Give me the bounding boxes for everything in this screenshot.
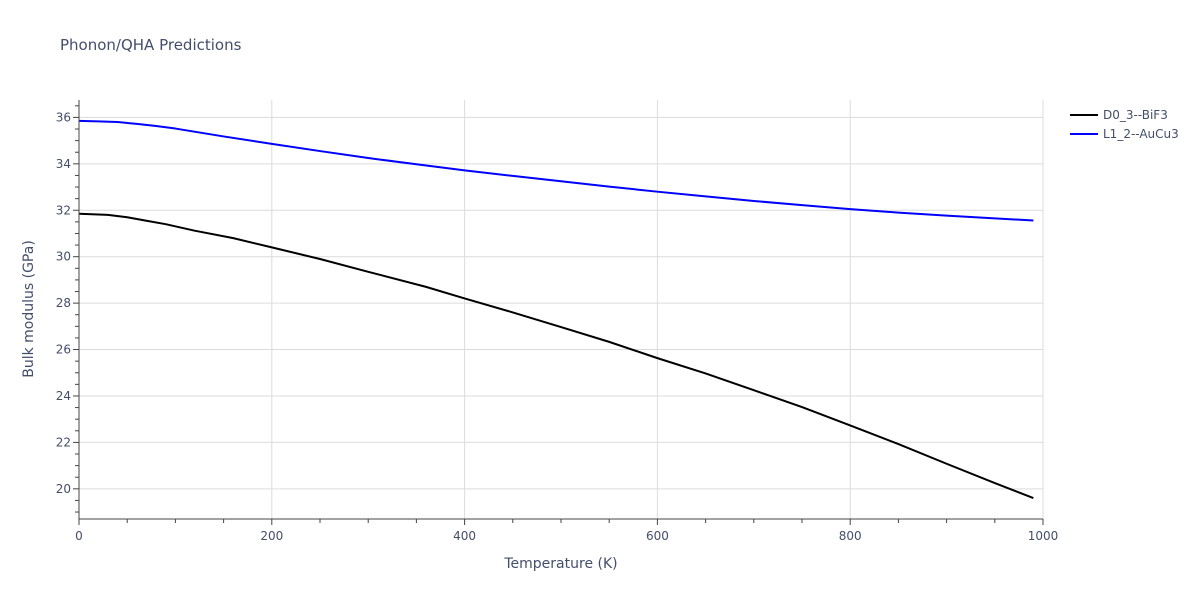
legend-label: D0_3--BiF3	[1103, 108, 1168, 122]
legend[interactable]: D0_3--BiF3 L1_2--AuCu3	[1070, 108, 1179, 141]
y-axis-title: Bulk modulus (GPa)	[21, 240, 37, 378]
series-line-2	[78, 119, 1034, 222]
y-tick-label: 20	[56, 482, 71, 496]
axes: 0 200 400 600 800 1000 20 22 24 26 28 30 32 34 36	[56, 100, 1059, 543]
series-line-1	[78, 212, 1034, 500]
plot-area	[78, 119, 1034, 500]
x-tick-label: 1000	[1028, 529, 1059, 543]
y-tick-label: 26	[56, 343, 71, 357]
x-tick-label: 400	[453, 529, 476, 543]
chart-title: Phonon/QHA Predictions	[60, 36, 242, 54]
y-tick-label: 22	[56, 435, 71, 449]
legend-item-2[interactable]: L1_2--AuCu3	[1070, 127, 1179, 141]
x-tick-label: 200	[260, 529, 283, 543]
x-tick-label: 600	[646, 529, 669, 543]
y-tick-label: 34	[56, 157, 71, 171]
x-tick-label: 0	[75, 529, 83, 543]
y-tick-label: 28	[56, 296, 71, 310]
x-tick-label: 800	[839, 529, 862, 543]
legend-label: L1_2--AuCu3	[1103, 127, 1179, 141]
x-axis-title: Temperature (K)	[503, 556, 617, 572]
grid	[79, 100, 1044, 519]
y-tick-label: 32	[56, 203, 71, 217]
y-tick-label: 24	[56, 389, 71, 403]
y-tick-label: 30	[56, 250, 71, 264]
y-tick-label: 36	[56, 110, 71, 124]
legend-item-1[interactable]: D0_3--BiF3	[1070, 108, 1168, 122]
